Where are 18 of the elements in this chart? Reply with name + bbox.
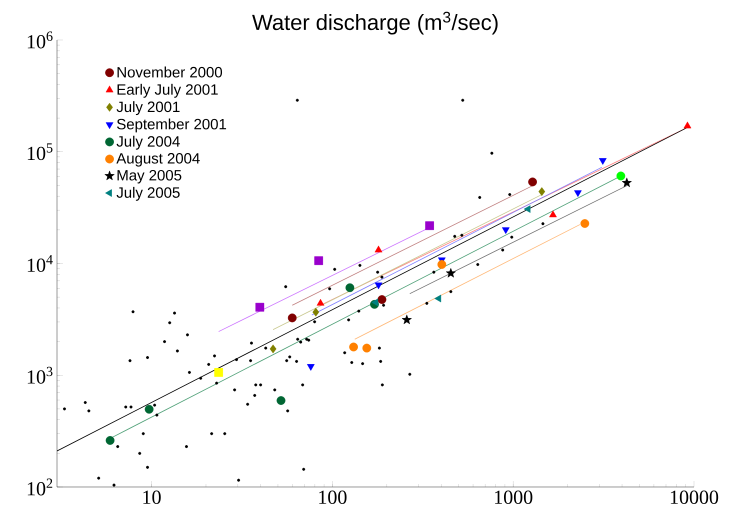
y-tick-label: 10$^{3}$: [28, 366, 52, 384]
y-tick-label: 10$^{5}$: [28, 143, 52, 160]
legend-label: Early July 2001: [118, 84, 218, 98]
legend-label: July 2004: [116, 136, 180, 150]
x-tick-label: 10000: [670, 490, 718, 504]
x-tick-label: 100: [319, 490, 347, 504]
x-tick-label: 10: [143, 490, 161, 504]
legend-label: July 2001: [116, 101, 180, 116]
legend-label: July 2005: [116, 186, 180, 201]
legend-label: August 2004: [116, 153, 200, 167]
x-tick-label: 1000: [495, 490, 532, 504]
legend-label: September 2001: [117, 118, 226, 132]
y-tick-label: 10$^{4}$: [28, 255, 53, 272]
y-tick-label: 10$^{6}$: [28, 32, 53, 48]
legend-label: May 2005: [118, 170, 182, 184]
chart-title: Water discharge (m$^{3}$/sec): [252, 12, 498, 34]
legend-label: November 2000: [118, 66, 222, 78]
y-tick-label: 10$^{2}$: [28, 478, 52, 496]
